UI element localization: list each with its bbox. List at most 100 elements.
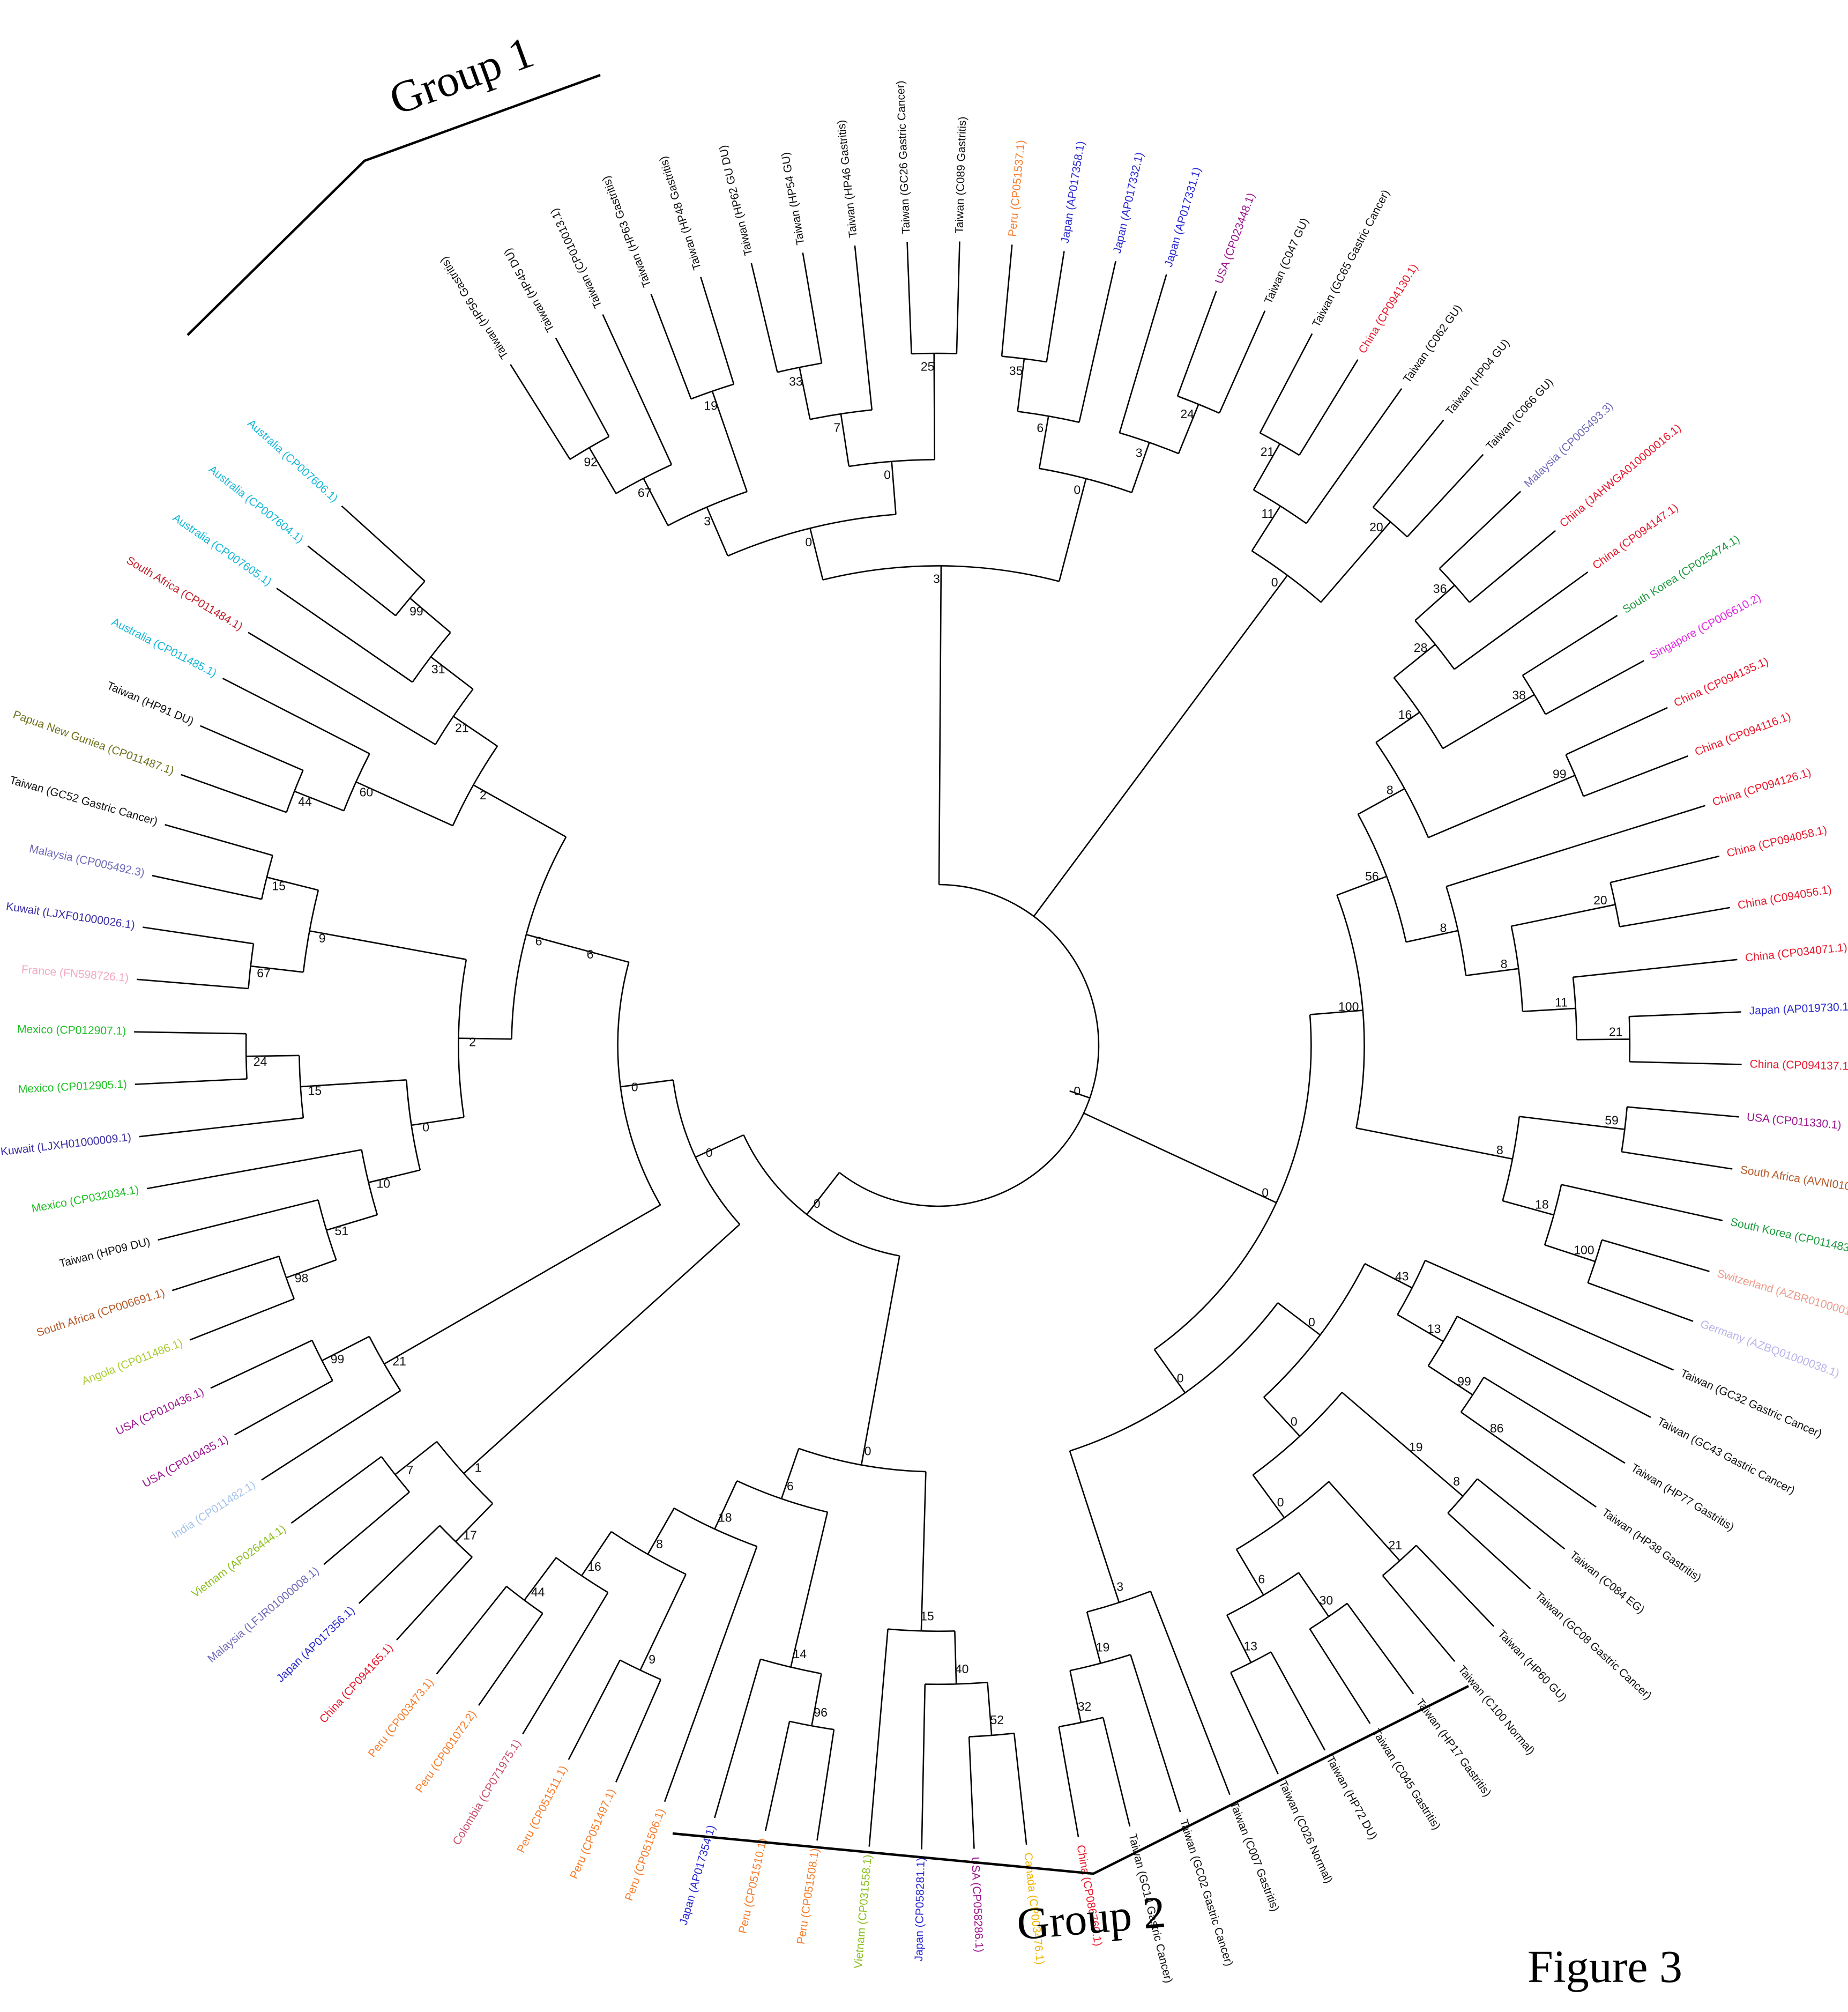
branch-line — [1251, 506, 1281, 552]
branch-line — [1038, 415, 1049, 469]
leaf-label: Germany (AZBQ01000038.1) — [1698, 1318, 1841, 1380]
branch-line — [639, 1573, 687, 1671]
leaf-label: Taiwan (HP54 GU) — [779, 151, 807, 246]
leaf-label: Taiwan (HP62 GU DU) — [717, 144, 755, 257]
branch-line — [1428, 775, 1576, 838]
branch-line — [134, 1031, 247, 1035]
leaf-label: Japan (AP019730.1) — [1749, 1000, 1848, 1017]
bootstrap-value: 99 — [1457, 1374, 1471, 1388]
bootstrap-value: 25 — [921, 359, 935, 373]
bootstrap-value: 59 — [1605, 1113, 1619, 1127]
branch-line — [1218, 310, 1266, 414]
branch-line — [1069, 1451, 1120, 1603]
branch-line — [1619, 907, 1731, 927]
branch-line — [860, 1256, 900, 1465]
leaf-label: China (CP094058.1) — [1725, 823, 1828, 859]
leaf-label: Taiwan (HP45 DU) — [502, 246, 557, 334]
branch-line — [250, 965, 304, 973]
branch-line — [261, 1390, 401, 1481]
branch-line — [510, 364, 571, 460]
branch-line — [1375, 711, 1420, 743]
leaf-label: Switzerland (AZBR01000010.1) — [1716, 1267, 1848, 1324]
leaf-label: China (CP094126.1) — [1711, 766, 1813, 808]
branch-line — [1358, 788, 1405, 815]
leaf-label: South Africa (CP011484.1) — [124, 554, 245, 633]
branch-line — [1477, 1478, 1566, 1550]
bootstrap-value: 13 — [1427, 1321, 1441, 1335]
leaf-label: Taiwan (GC52 Gastric Cancer) — [8, 774, 159, 828]
branch-line — [588, 447, 617, 494]
branch-line — [1130, 1654, 1181, 1813]
branch-line — [248, 632, 436, 745]
branch-line — [695, 1134, 744, 1158]
leaf-label: China (CP094137.1) — [1749, 1058, 1848, 1073]
branch-line — [1346, 1603, 1414, 1695]
leaf-label: Taiwan (C026 Normal) — [1276, 1778, 1335, 1885]
branch-line — [1454, 571, 1589, 670]
bootstrap-value: 6 — [535, 934, 542, 948]
leaf-label: Taiwan (HP04 GU) — [1443, 337, 1512, 418]
branch-line — [526, 934, 578, 949]
leaf-label: USA (CP010436.1) — [114, 1385, 206, 1437]
branch-line — [478, 1613, 543, 1706]
leaf-label: Taiwan (C047 GU) — [1262, 216, 1311, 306]
branch-line — [165, 823, 273, 856]
branch-line — [1086, 1612, 1101, 1664]
branch-line — [1252, 1474, 1285, 1518]
branch-line — [1382, 1575, 1456, 1662]
bootstrap-value: 7 — [833, 421, 840, 435]
branch-line — [181, 774, 287, 813]
branch-line — [1545, 660, 1644, 715]
branch-line — [1397, 1313, 1444, 1342]
bootstrap-value: 15 — [920, 1609, 934, 1623]
bootstrap-value: 0 — [1074, 482, 1081, 496]
branch-line — [1583, 755, 1688, 797]
branch-line — [522, 1592, 609, 1735]
bootstrap-value: 21 — [392, 1354, 406, 1368]
branch-arc — [1427, 1316, 1458, 1367]
leaf-label: Taiwan (C084 EG) — [1567, 1549, 1646, 1616]
branch-arc — [822, 565, 1060, 582]
bootstrap-value: 86 — [1490, 1421, 1504, 1435]
branch-line — [222, 678, 370, 755]
leaf-label: Japan (AP017332.1) — [1111, 151, 1146, 255]
branch-arc — [969, 1732, 1015, 1738]
bootstrap-value: 100 — [1574, 1243, 1594, 1257]
branch-arc — [1510, 926, 1524, 1012]
bootstrap-value: 16 — [1398, 708, 1412, 722]
bootstrap-value: 36 — [1433, 582, 1447, 596]
bootstrap-value: 11 — [1262, 507, 1275, 521]
leaf-label: Malaysia (CP005492.3) — [28, 842, 145, 879]
branch-line — [1393, 644, 1436, 679]
branch-arc — [615, 464, 672, 494]
branch-line — [1414, 584, 1456, 621]
leaf-label: Mexico (CP012905.1) — [18, 1078, 127, 1096]
bootstrap-value: 98 — [295, 1271, 309, 1285]
branch-line — [1447, 1512, 1531, 1590]
bootstrap-value: 0 — [805, 535, 812, 549]
branch-line — [1253, 443, 1281, 491]
branch-line — [307, 545, 396, 617]
branch-line — [266, 877, 319, 891]
branch-line — [968, 1736, 975, 1849]
branch-arc — [1502, 1116, 1520, 1201]
branch-line — [473, 784, 567, 838]
bootstrap-value: 15 — [308, 1084, 322, 1098]
branch-line — [396, 1556, 473, 1640]
branch-line — [326, 1214, 378, 1231]
leaf-label: Australia (CP011485.1) — [109, 615, 218, 679]
root-stem — [1069, 1090, 1090, 1099]
branch-line — [524, 1557, 557, 1601]
leaf-label: Taiwan (C007 Gastritis) — [1227, 1800, 1281, 1913]
branch-line — [615, 1679, 662, 1783]
branch-line — [234, 1380, 333, 1436]
branch-line — [146, 1149, 362, 1190]
branch-line — [1299, 359, 1359, 456]
bootstrap-value: 0 — [1271, 575, 1278, 589]
branch-line — [341, 505, 426, 582]
bootstrap-value: 38 — [1512, 688, 1526, 702]
branch-arc — [458, 959, 467, 1118]
branch-line — [1356, 1127, 1513, 1160]
bootstrap-value: 0 — [865, 1444, 871, 1458]
leaf-label: Japan (AP017358.1) — [1059, 140, 1087, 244]
